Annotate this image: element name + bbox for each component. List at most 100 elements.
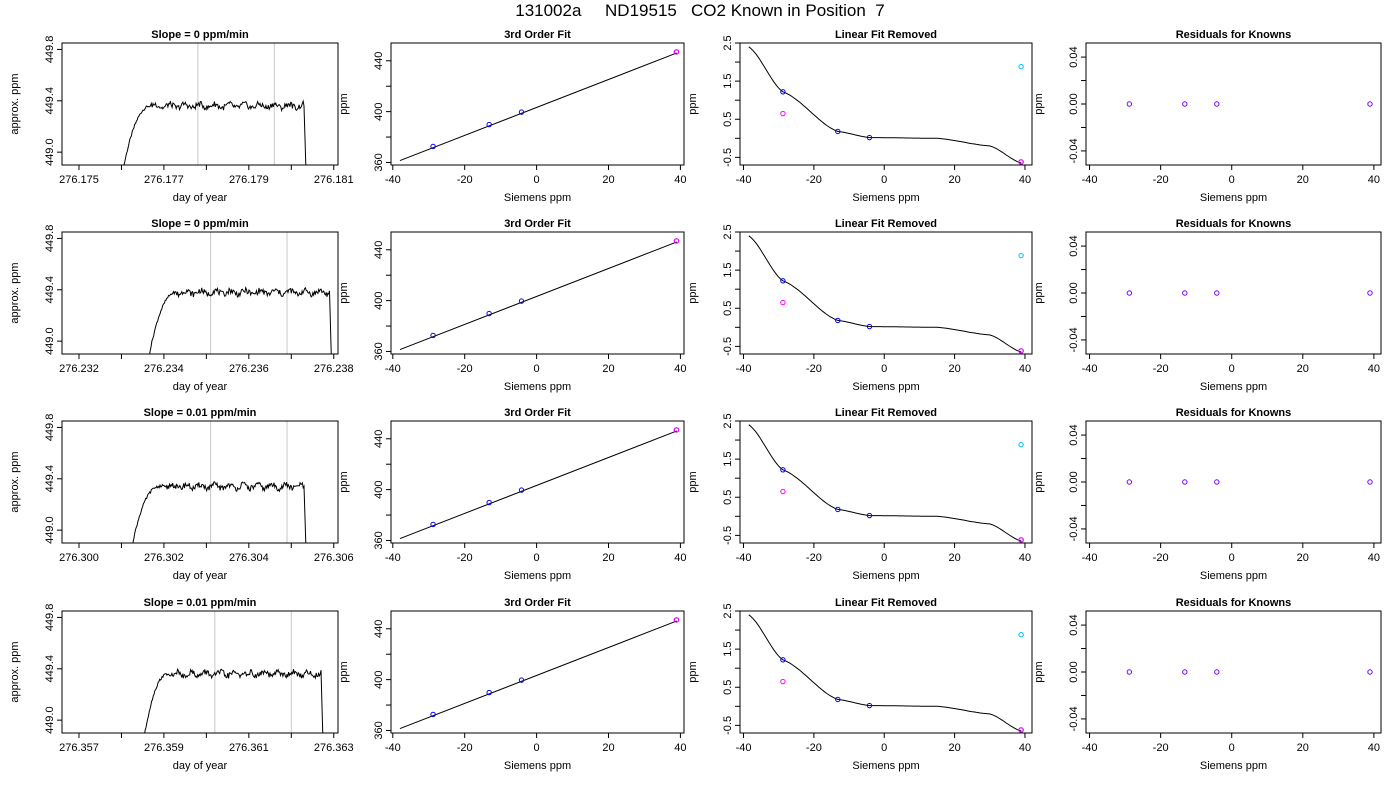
y-tick-label: 449.8 [44,225,56,253]
x-tick-label: -20 [457,174,473,186]
known-point [780,657,786,663]
plot-frame [739,231,1033,355]
y-axis-label: approx. ppm [9,73,21,134]
plot-area [1126,479,1373,485]
y-tick-label: 0.5 [722,680,734,695]
y-tick-label: 0.00 [1068,661,1080,682]
plot-area [399,427,680,540]
y-tick-label: 360 [373,153,385,171]
x-tick-label: -20 [806,552,822,564]
panel-title: 3rd Order Fit [504,218,571,230]
x-tick-label: 0 [1229,174,1235,186]
y-tick-label: 2.5 [722,35,734,50]
data-trace [144,667,324,733]
panel-title: Residuals for Knowns [1176,218,1292,230]
plot-frame [1085,231,1382,355]
data-trace [132,481,307,543]
y-tick-label: 400 [373,670,385,688]
plot-frame [61,231,339,355]
x-tick-label: 276.234 [144,363,184,375]
plot-frame [61,42,339,166]
panel-3-2: Linear Fit Removed -40 -20 0 20 40 -0.5 0.5 1.5 2… [687,597,1033,772]
sample-point [780,488,786,495]
x-tick-label: 20 [1297,742,1309,754]
x-tick-label: -40 [385,552,401,564]
x-tick-label: 276.361 [229,742,269,754]
y-tick-label: 1.5 [722,641,734,656]
x-tick-label: 276.302 [144,552,184,564]
y-tick-label: 0.04 [1068,235,1080,256]
y-tick-label: -0.04 [1068,706,1080,731]
y-axis-label: approx. ppm [9,641,21,702]
panel-title: 3rd Order Fit [504,597,571,609]
residual-point [1126,101,1133,107]
y-tick-label: 2.5 [722,224,734,239]
sample-point [1018,727,1024,733]
y-tick-label: 2.5 [722,413,734,428]
residual-point [1126,290,1133,296]
y-tick-label: 0.5 [722,301,734,316]
x-tick-label: 20 [1297,363,1309,375]
figure-title: 131002a ND19515 CO2 Known in Position 7 [515,1,885,20]
residual-point [1367,101,1373,107]
panel-2-0: Slope = 0.01 ppm/min 276.300 276.302 276.30… [9,407,354,582]
y-tick-label: -0.5 [722,337,734,356]
y-tick-label: -0.04 [1068,516,1080,541]
y-tick-label: -0.04 [1068,138,1080,163]
y-tick-label: 360 [373,342,385,360]
x-axis-label: Siemens ppm [852,381,919,393]
plot-frame [390,610,685,734]
x-axis-label: Siemens ppm [852,760,919,772]
y-axis-label: ppm [687,661,699,682]
residual-curve [748,424,1022,542]
residual-point [1214,290,1220,296]
x-tick-label: 40 [1368,552,1380,564]
panel-2-1: 3rd Order Fit -40 -20 0 20 40 360 400 440 Siemens… [338,407,687,582]
y-tick-label: 440 [373,52,385,70]
x-tick-label: 0 [534,174,540,186]
known-point [486,499,492,506]
x-axis-label: day of year [173,192,228,204]
known-point [866,702,873,709]
panel-title: Residuals for Knowns [1176,597,1292,609]
y-tick-label: 449.0 [44,516,56,544]
plot-area [399,49,680,162]
sample-point [673,617,680,623]
panel-3-1: 3rd Order Fit -40 -20 0 20 40 360 400 440 Siemens… [338,597,687,772]
residual-curve [748,614,1022,732]
x-tick-label: 20 [948,174,960,186]
x-axis-label: day of year [173,760,228,772]
x-tick-label: -40 [736,174,752,186]
x-tick-label: 40 [674,742,686,754]
plot-area [123,43,307,165]
x-tick-label: 276.175 [59,174,99,186]
plot-frame [739,42,1033,166]
x-tick-label: 0 [881,174,887,186]
panel-title: Residuals for Knowns [1176,407,1292,419]
sample-point [1018,159,1024,165]
plot-area [1126,101,1373,107]
x-tick-label: 20 [948,552,960,564]
y-tick-label: 1.5 [722,451,734,466]
y-axis-label: ppm [338,661,350,682]
y-tick-label: 2.5 [722,603,734,618]
known-point [430,143,436,150]
y-tick-label: 0.00 [1068,282,1080,303]
x-tick-label: 40 [674,174,686,186]
x-tick-label: -40 [385,363,401,375]
plot-area [748,235,1024,354]
plot-frame [390,420,685,544]
x-tick-label: 40 [1019,363,1031,375]
y-tick-label: 0.5 [722,490,734,505]
x-tick-label: 40 [1019,742,1031,754]
x-axis-label: Siemens ppm [1200,760,1267,772]
x-tick-label: 0 [881,742,887,754]
x-tick-label: 20 [948,363,960,375]
y-tick-label: 440 [373,430,385,448]
known-point [866,512,873,519]
y-axis-label: ppm [1033,282,1045,303]
known-point [486,121,492,128]
known-point [518,487,525,493]
x-tick-label: -40 [1082,174,1098,186]
sample-point [1018,537,1024,543]
